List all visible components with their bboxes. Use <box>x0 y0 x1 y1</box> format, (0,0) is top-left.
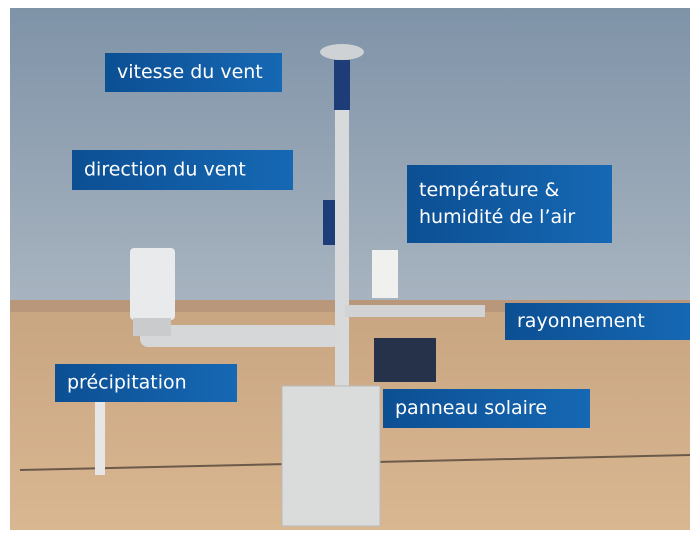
label-text: température & <box>419 179 559 201</box>
label-text: panneau solaire <box>395 397 547 419</box>
label-box <box>407 165 612 243</box>
photo: vitesse du vent direction du vent températ… <box>0 0 699 537</box>
label-text: précipitation <box>67 372 187 394</box>
label-text: vitesse du vent <box>117 61 263 83</box>
label-text: direction du vent <box>84 159 246 181</box>
label-text: rayonnement <box>517 310 645 332</box>
label-text: humidité de l’air <box>419 206 575 228</box>
